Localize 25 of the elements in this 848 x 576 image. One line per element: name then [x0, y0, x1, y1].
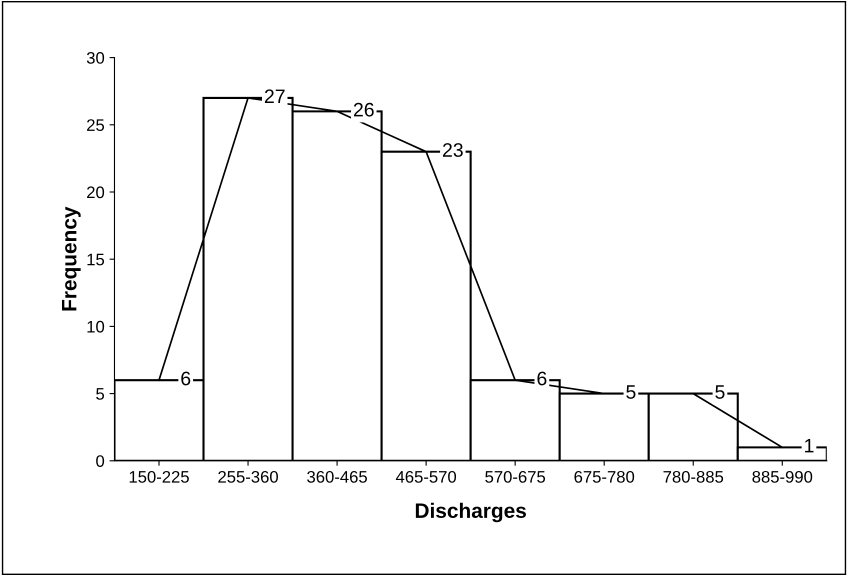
x-tick-label: 570-675 [485, 470, 546, 483]
y-tick-label: 5 [96, 388, 104, 400]
x-tick-label: 255-360 [218, 470, 278, 483]
data-label: 1 [805, 439, 814, 452]
y-tick-label: 25 [87, 119, 104, 132]
data-label: 5 [715, 385, 725, 399]
x-tick-label: 675-780 [574, 470, 634, 483]
data-label: 26 [354, 102, 374, 117]
x-tick-label: 885-990 [752, 470, 812, 483]
x-tick-label: 150-225 [130, 470, 189, 483]
x-axis-title: Discharges [416, 502, 526, 522]
data-label: 27 [264, 89, 285, 103]
x-tick-label: 465-570 [396, 470, 456, 483]
y-tick-label: 30 [86, 52, 104, 64]
y-tick-label: 0 [96, 455, 104, 468]
data-label: 5 [626, 385, 636, 399]
data-label: 6 [537, 372, 546, 386]
y-tick-label: 10 [87, 320, 104, 333]
y-axis-title: Frequency [62, 206, 81, 310]
y-tick-label: 15 [87, 254, 104, 266]
data-label: 6 [181, 372, 190, 386]
x-tick-label: 360-465 [307, 470, 367, 483]
x-tick-label: 780-885 [664, 470, 724, 483]
y-tick-label: 20 [87, 186, 104, 198]
data-label: 23 [442, 143, 463, 157]
